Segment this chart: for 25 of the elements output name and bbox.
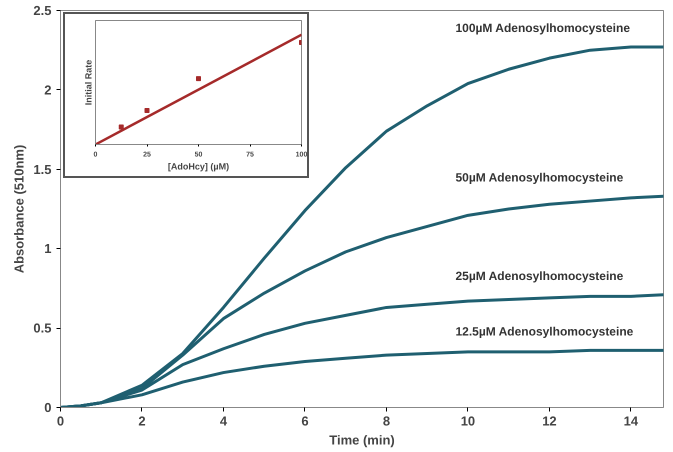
x-axis-title: [AdoHcy] (µM): [168, 162, 230, 172]
series-label: 100µM Adenosylhomocysteine: [455, 21, 630, 36]
x-tick-label: 10: [460, 414, 476, 428]
x-tick-label: 14: [624, 414, 639, 428]
series-label: 50µM Adenosylhomocysteine: [455, 170, 624, 184]
x-tick-label: 8: [382, 414, 390, 428]
x-tick-label: 4: [220, 414, 228, 428]
y-tick-label: 0: [44, 400, 52, 415]
y-axis-title: Initial Rate: [84, 60, 94, 106]
point: [144, 108, 150, 113]
y-tick-label: 1.5: [33, 162, 52, 177]
x-tick-label: 0: [56, 414, 64, 428]
y-tick-label: 0.5: [33, 320, 52, 336]
x-tick-label: 12: [542, 414, 557, 428]
y-tick-label: 2: [44, 82, 52, 98]
series-label: 12.5µM Adenosylhomocysteine: [455, 324, 634, 338]
x-tick-label: 6: [301, 414, 309, 428]
x-axis-title: Time (min): [329, 432, 395, 448]
point: [196, 76, 201, 82]
y-axis-title: Absorbance (510nm): [11, 144, 26, 274]
series-label: 25µM Adenosylhomocysteine: [455, 268, 624, 283]
y-tick-label: 1: [44, 241, 52, 256]
x-tick-label: 2: [138, 414, 146, 428]
point: [118, 124, 124, 130]
y-tick-label: 2.5: [33, 3, 52, 18]
